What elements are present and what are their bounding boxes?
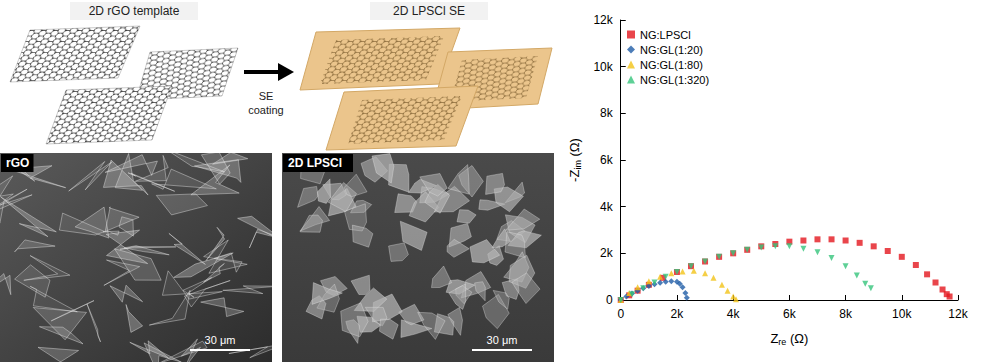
svg-text:0: 0 [617,307,624,321]
svg-text:4k: 4k [727,307,741,321]
svg-text:2D LPSCl: 2D LPSCl [288,156,342,170]
svg-text:8k: 8k [839,307,853,321]
svg-text:NG:GL(1:20): NG:GL(1:20) [640,44,703,56]
svg-text:coating: coating [248,104,283,116]
svg-text:rGO: rGO [6,156,29,170]
svg-text:2k: 2k [671,307,685,321]
svg-text:2D rGO template: 2D rGO template [89,4,180,18]
svg-text:im: im [573,160,583,170]
svg-text:-Z: -Z [567,170,582,182]
svg-text:0: 0 [606,293,613,307]
svg-text:10k: 10k [593,60,613,74]
svg-text:8k: 8k [600,106,614,120]
svg-text:10k: 10k [892,307,912,321]
svg-text:12k: 12k [593,13,613,27]
svg-text:2k: 2k [600,246,614,260]
svg-text:NG:LPSCl: NG:LPSCl [640,29,691,41]
svg-text:30 μm: 30 μm [487,334,518,346]
svg-text:SE: SE [259,90,274,102]
svg-text:6k: 6k [783,307,797,321]
svg-text:6k: 6k [600,153,614,167]
svg-text:12k: 12k [948,307,968,321]
svg-text:Z: Z [770,331,778,346]
svg-text:2D LPSCl SE: 2D LPSCl SE [393,4,465,18]
svg-text:4k: 4k [600,200,614,214]
svg-text:NG:GL(1:80): NG:GL(1:80) [640,59,703,71]
svg-text:(Ω): (Ω) [567,138,582,160]
svg-text:re: re [778,337,786,347]
svg-text:(Ω): (Ω) [786,331,808,346]
svg-text:NG:GL(1:320): NG:GL(1:320) [640,74,709,86]
svg-text:30 μm: 30 μm [205,334,236,346]
